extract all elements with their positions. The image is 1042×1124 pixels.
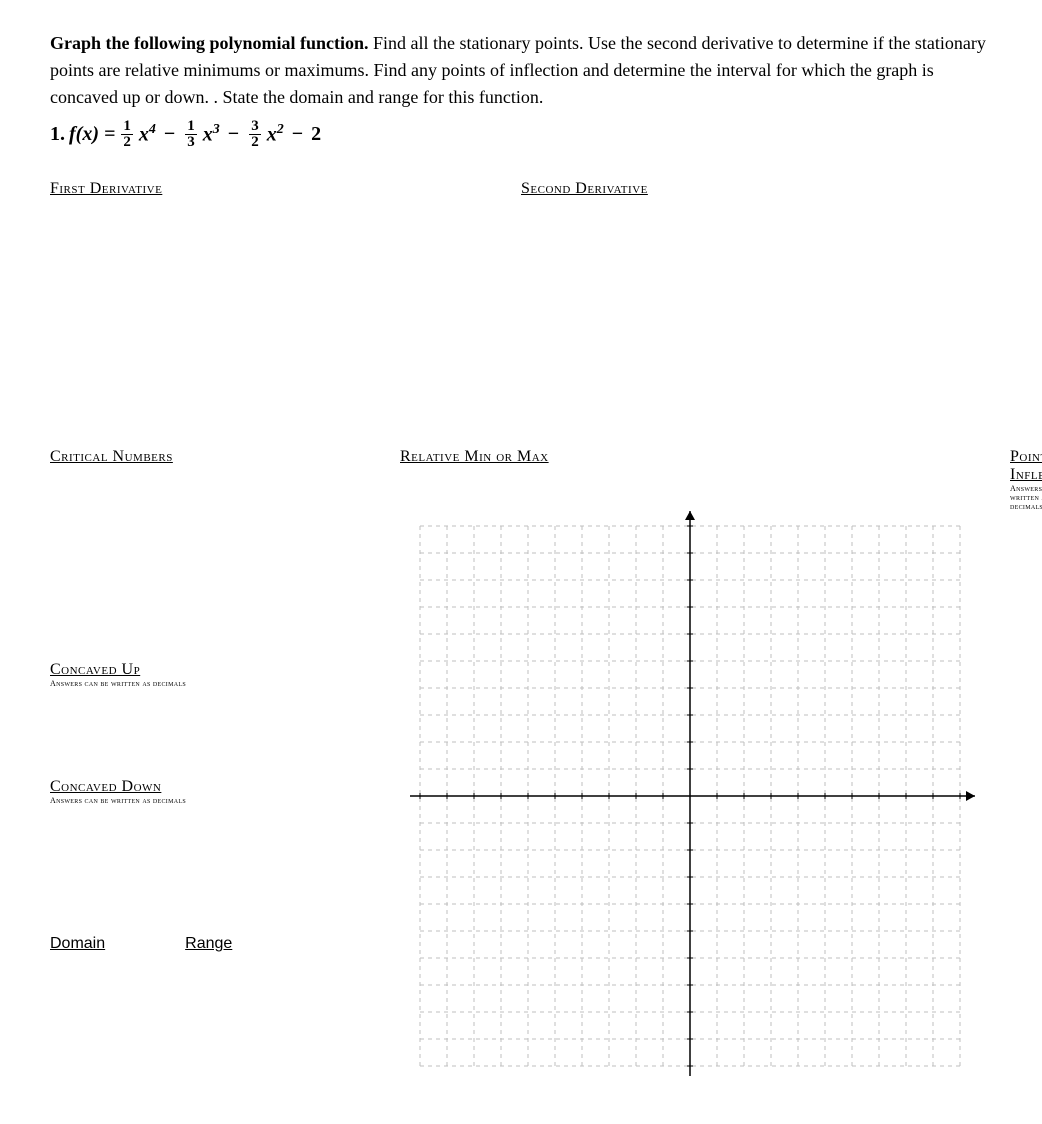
heading-first-derivative: First Derivative xyxy=(50,180,162,197)
note-concaved-down: Answers can be written as decimals xyxy=(50,796,380,805)
heading-concaved-down: Concaved Down xyxy=(50,778,380,796)
heading-relative-min-max: Relative Min or Max xyxy=(400,448,549,465)
coordinate-grid xyxy=(400,506,980,1086)
row-main: Critical Numbers Concaved Up Answers can… xyxy=(50,448,992,1086)
label-domain: Domain xyxy=(50,935,105,953)
instructions-bold: Graph the following polynomial function. xyxy=(50,33,369,53)
heading-second-derivative: Second Derivative xyxy=(521,180,648,197)
row-domain-range: Domain Range xyxy=(50,935,380,953)
col-left: Critical Numbers Concaved Up Answers can… xyxy=(50,448,380,1086)
note-poi: Answers can be written as decimals xyxy=(1000,484,1042,511)
block-concave-down: Concaved Down Answers can be written as … xyxy=(50,778,380,805)
heading-points-of-inflection: Points of Inflection xyxy=(1000,448,1042,484)
block-critical: Critical Numbers xyxy=(50,448,380,466)
note-concaved-up: Answers can be written as decimals xyxy=(50,679,380,688)
col-right: Points of Inflection Answers can be writ… xyxy=(1000,448,1042,1086)
equation-lhs: f(x) = xyxy=(69,123,115,146)
col-mid: Relative Min or Max xyxy=(400,448,980,1086)
row-derivatives: First Derivative Second Derivative xyxy=(50,180,992,198)
col-first-derivative: First Derivative xyxy=(50,180,521,198)
instructions-text: Graph the following polynomial function.… xyxy=(50,30,992,111)
equation-rhs: 12x4 − 13x3 − 32x2 − 2 xyxy=(119,119,321,150)
col-second-derivative: Second Derivative xyxy=(521,180,992,198)
block-concave-up: Concaved Up Answers can be written as de… xyxy=(50,661,380,688)
label-range: Range xyxy=(185,935,232,953)
heading-concaved-up: Concaved Up xyxy=(50,661,380,679)
equation: 1. f(x) = 12x4 − 13x3 − 32x2 − 2 xyxy=(50,119,992,150)
problem-number: 1. xyxy=(50,123,65,146)
heading-critical-numbers: Critical Numbers xyxy=(50,448,173,465)
